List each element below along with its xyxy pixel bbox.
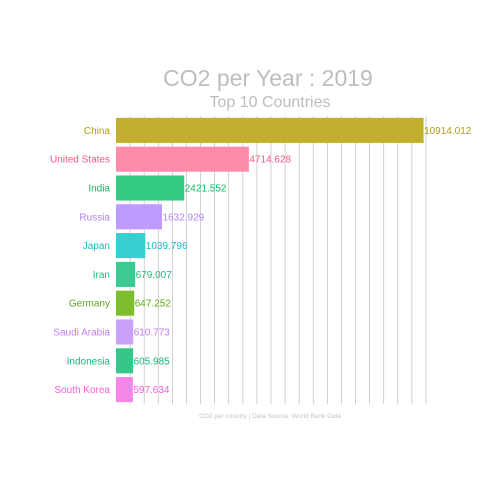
bar: [116, 377, 133, 403]
bar: [116, 204, 163, 230]
chart-title: CO2 per Year : 2019: [163, 65, 373, 91]
category-label: India: [88, 184, 110, 195]
category-label: South Korea: [54, 385, 110, 396]
value-label: 647.252: [135, 299, 172, 310]
value-label: 2421.552: [185, 184, 227, 195]
value-label: 610.773: [134, 328, 171, 339]
value-label: 597.634: [133, 385, 170, 396]
value-label: 4714.628: [249, 155, 291, 166]
bar: [116, 261, 136, 287]
value-label: 10914.012: [424, 126, 472, 137]
category-label: Iran: [93, 270, 110, 281]
category-label: United States: [50, 155, 110, 166]
value-label: 1632.929: [163, 212, 205, 223]
category-label: Indonesia: [67, 356, 111, 367]
bar: [116, 233, 146, 259]
value-label: 605.985: [134, 356, 171, 367]
bar: [116, 290, 135, 316]
bar: [116, 348, 134, 374]
chart-subtitle: Top 10 Countries: [210, 94, 331, 111]
chart-caption: CO2 per country | Data Source: World Ban…: [199, 413, 341, 420]
category-label: Germany: [69, 299, 110, 310]
value-labels: 10914.012 4714.628 2421.552 1632.929 1039.79…: [133, 126, 471, 396]
category-label: Japan: [83, 241, 110, 252]
bar: [116, 175, 185, 201]
category-label: China: [84, 126, 111, 137]
category-label: Russia: [79, 212, 110, 223]
value-label: 679.007: [136, 270, 173, 281]
bar: [116, 319, 134, 345]
category-label: Saudi Arabia: [53, 328, 110, 339]
bar: [116, 146, 249, 172]
bar: [116, 117, 424, 143]
value-label: 1039.796: [146, 241, 188, 252]
bars: [116, 117, 424, 403]
category-labels: China United States India Russia Japan Iran Ge…: [50, 126, 110, 396]
